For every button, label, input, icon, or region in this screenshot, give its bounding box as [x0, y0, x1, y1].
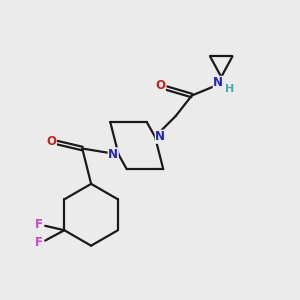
Text: O: O: [46, 135, 56, 148]
Text: H: H: [226, 84, 235, 94]
Text: F: F: [35, 236, 43, 248]
Text: N: N: [108, 148, 118, 161]
Text: N: N: [155, 130, 165, 143]
Text: N: N: [213, 76, 223, 89]
Text: F: F: [35, 218, 43, 231]
Text: O: O: [155, 79, 165, 92]
